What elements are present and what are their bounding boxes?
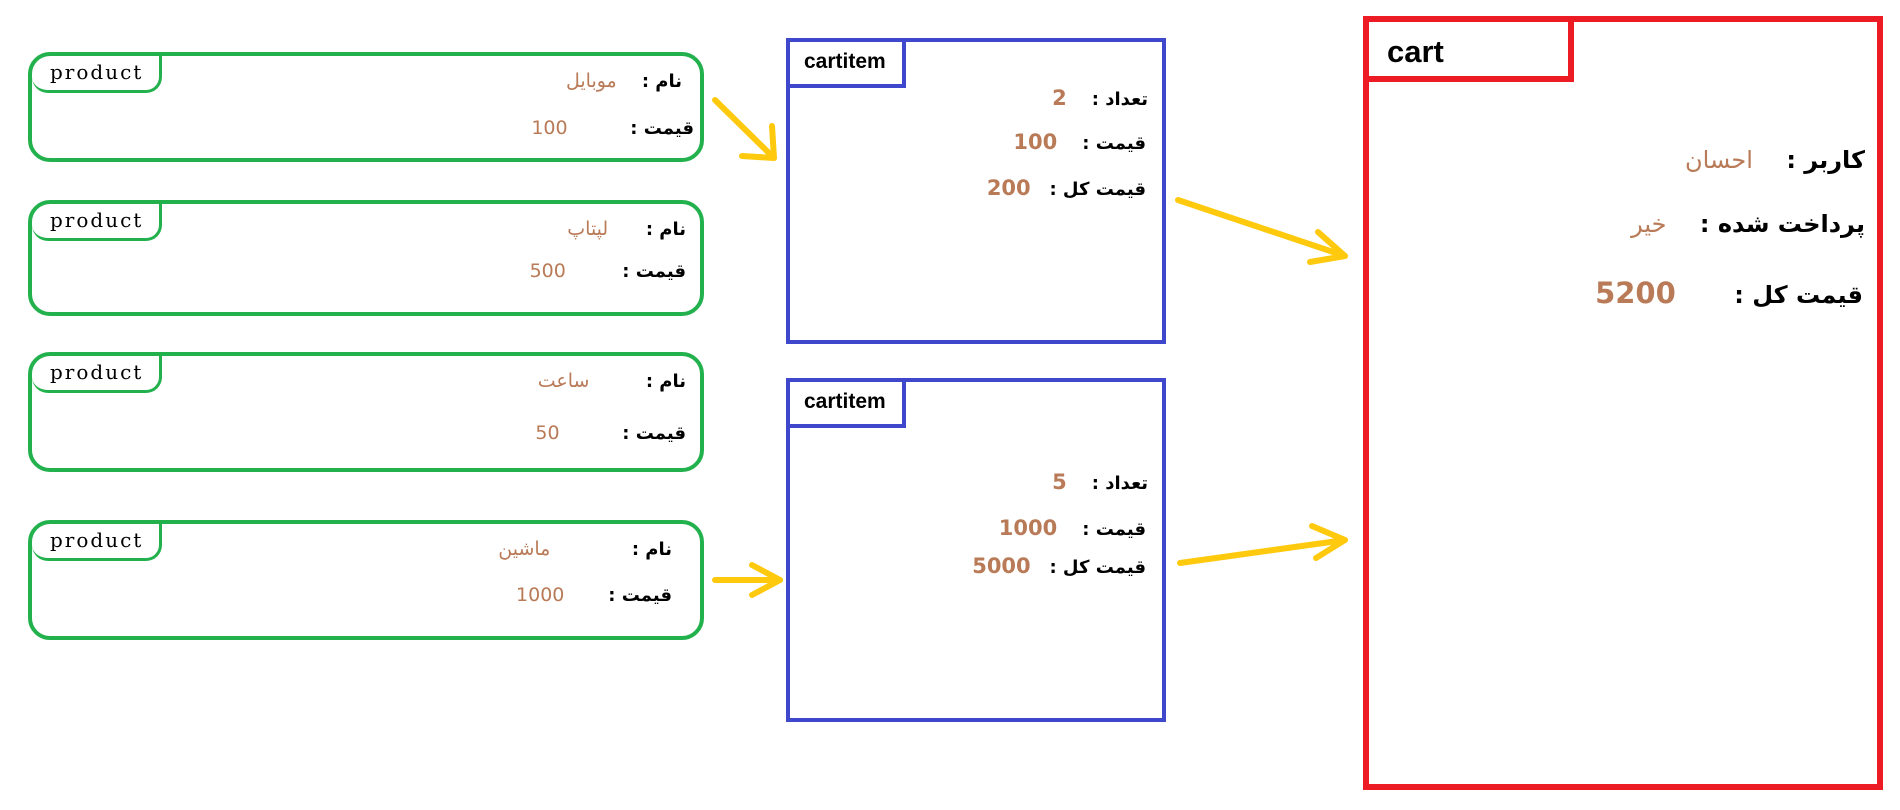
product-name: ماشین xyxy=(498,538,551,560)
qty-label: تعداد : xyxy=(1091,89,1148,110)
cartitem-tag: cartitem xyxy=(790,382,906,428)
total-label: قیمت کل : xyxy=(1049,557,1146,578)
cart-paid: خیر xyxy=(1631,210,1667,238)
cartitem-price-field: قیمت : 100 xyxy=(1013,130,1146,154)
price-label: قیمت : xyxy=(1082,519,1146,540)
product-name-field: نام : ماشین xyxy=(498,538,672,560)
name-label: نام : xyxy=(645,219,686,240)
price-label: قیمت : xyxy=(1082,133,1146,154)
arrow-cartitem2-to-cart xyxy=(1177,523,1348,566)
cartitem-total-field: قیمت کل : 200 xyxy=(987,176,1146,200)
user-label: کاربر : xyxy=(1786,146,1865,174)
product-price: 50 xyxy=(535,422,560,444)
product-name-field: نام : ساعت xyxy=(538,370,686,392)
product-price-field: قیمت : 500 xyxy=(530,260,686,282)
cartitem-price-field: قیمت : 1000 xyxy=(999,516,1146,540)
price-label: قیمت : xyxy=(630,118,694,139)
cartitem-box-1: cartitem تعداد : 2 قیمت : 100 قیمت کل : … xyxy=(786,38,1166,344)
cartitem-total-field: قیمت کل : 5000 xyxy=(972,554,1146,578)
price-label: قیمت : xyxy=(622,423,686,444)
cartitem-box-2: cartitem تعداد : 5 قیمت : 1000 قیمت کل :… xyxy=(786,378,1166,722)
product-price: 500 xyxy=(529,260,566,282)
product-price-field: قیمت : 100 xyxy=(531,117,694,139)
product-tag: product xyxy=(32,56,163,93)
cartitem-qty-field: تعداد : 5 xyxy=(1052,470,1148,494)
product-name: لپتاپ xyxy=(567,218,609,240)
cartitem-tag: cartitem xyxy=(790,42,906,88)
cart-total-field: قیمت کل : 5200 xyxy=(1595,276,1863,310)
cart-user-field: کاربر : احسان xyxy=(1685,146,1865,174)
product-tag: product xyxy=(32,204,163,241)
cart-user: احسان xyxy=(1685,146,1753,174)
arrow-cartitem1-to-cart xyxy=(1175,197,1348,265)
cartitem-total: 5000 xyxy=(972,554,1031,578)
product-price: 1000 xyxy=(516,584,565,606)
product-tag: product xyxy=(32,524,163,561)
product-tag: product xyxy=(32,356,163,393)
product-name-field: نام : موبایل xyxy=(566,70,682,92)
price-label: قیمت : xyxy=(622,261,686,282)
price-label: قیمت : xyxy=(608,585,672,606)
qty-label: تعداد : xyxy=(1091,473,1148,494)
name-label: نام : xyxy=(645,371,686,392)
cart-paid-field: پرداخت شده : خیر xyxy=(1631,210,1865,238)
product-box-4: product نام : ماشین قیمت : 1000 xyxy=(28,520,704,640)
product-price-field: قیمت : 50 xyxy=(535,422,686,444)
arrow-product4-to-cartitem2 xyxy=(712,562,783,598)
cart-total: 5200 xyxy=(1595,276,1676,310)
cartitem-qty-field: تعداد : 2 xyxy=(1052,86,1148,110)
total-label: قیمت کل : xyxy=(1049,179,1146,200)
name-label: نام : xyxy=(631,539,672,560)
product-box-1: product نام : موبایل قیمت : 100 xyxy=(28,52,704,162)
product-price-field: قیمت : 1000 xyxy=(516,584,672,606)
arrow-product1-to-cartitem1 xyxy=(712,97,777,161)
cartitem-price: 100 xyxy=(1013,130,1058,154)
product-name-field: نام : لپتاپ xyxy=(567,218,686,240)
product-box-3: product نام : ساعت قیمت : 50 xyxy=(28,352,704,472)
paid-label: پرداخت شده : xyxy=(1699,210,1865,238)
product-name: موبایل xyxy=(565,70,617,92)
cart-tag: cart xyxy=(1369,22,1574,82)
total-label: قیمت کل : xyxy=(1734,281,1863,309)
product-price: 100 xyxy=(531,117,568,139)
cartitem-total: 200 xyxy=(986,176,1031,200)
cart-box: cart کاربر : احسان پرداخت شده : خیر قیمت… xyxy=(1363,16,1883,790)
product-name: ساعت xyxy=(537,370,590,392)
cartitem-qty: 2 xyxy=(1052,86,1067,110)
cartitem-qty: 5 xyxy=(1052,470,1067,494)
name-label: نام : xyxy=(641,71,682,92)
cartitem-price: 1000 xyxy=(998,516,1058,540)
product-box-2: product نام : لپتاپ قیمت : 500 xyxy=(28,200,704,316)
